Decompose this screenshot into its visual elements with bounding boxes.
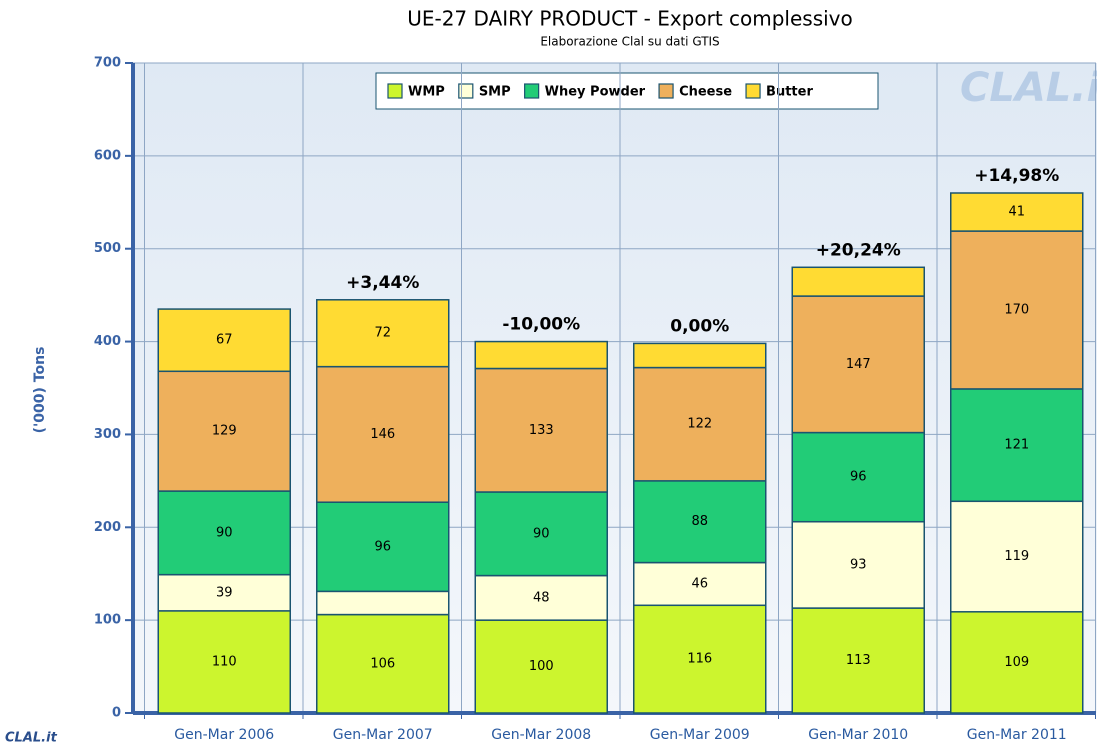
bar-segment (474, 619, 608, 714)
data-label: 133 (529, 423, 554, 438)
data-label: 88 (691, 514, 708, 529)
data-label: 119 (1004, 549, 1029, 564)
bar-segment (633, 480, 767, 564)
y-axis-label: ('000) Tons (32, 347, 48, 434)
legend-label: Whey Powder (545, 85, 646, 100)
legend-label: Butter (766, 85, 813, 100)
bar-segment (474, 491, 608, 577)
data-label: 122 (687, 417, 712, 432)
bar-segment (791, 431, 925, 523)
data-label: 67 (216, 333, 233, 348)
data-label: 90 (533, 526, 550, 541)
bar-segment (633, 604, 767, 714)
growth-label: -10,00% (502, 315, 580, 335)
data-label: 96 (374, 539, 391, 554)
data-label: 100 (529, 659, 554, 674)
data-label: 109 (1004, 655, 1029, 670)
legend-label: SMP (479, 85, 511, 100)
legend-swatch (745, 83, 761, 99)
data-label: 46 (691, 576, 708, 591)
data-label: 113 (846, 653, 871, 668)
bar-segment (157, 490, 291, 576)
x-tick-label: Gen-Mar 2006 (174, 727, 274, 743)
legend-label: Cheese (679, 85, 732, 100)
data-label: 110 (212, 654, 237, 669)
bar-segment (950, 611, 1084, 714)
growth-label: +14,98% (974, 166, 1059, 186)
legend-swatch (524, 83, 540, 99)
y-tick-label: 400 (94, 334, 121, 349)
legend: WMP SMP Whey Powder Cheese Butter (375, 72, 879, 110)
bar-segment (316, 613, 450, 714)
bar-segment (633, 366, 767, 482)
x-tick-label: Gen-Mar 2007 (333, 727, 433, 743)
data-label: 72 (374, 326, 391, 341)
bar-segment (791, 295, 925, 434)
bar-segment (950, 388, 1084, 503)
watermark: CLAL.it (960, 65, 1097, 111)
y-tick-label: 500 (94, 241, 121, 256)
bar-segment (316, 299, 450, 368)
growth-label: 0,00% (670, 316, 729, 336)
bar-segment (474, 367, 608, 493)
legend-label: WMP (408, 85, 445, 100)
data-label: 93 (850, 557, 867, 572)
data-label: 48 (533, 590, 550, 605)
legend-swatch (658, 83, 674, 99)
legend-swatch (387, 83, 403, 99)
data-label: 146 (370, 427, 395, 442)
bar-segment (474, 340, 608, 370)
bar-segment (157, 573, 291, 612)
bar-segment (316, 501, 450, 593)
data-label: 129 (212, 424, 237, 439)
bar-segment (791, 520, 925, 609)
bar-segment (157, 610, 291, 714)
data-label: 96 (850, 470, 867, 485)
y-tick-label: 100 (94, 613, 121, 628)
logo: CLAL.it (5, 731, 58, 746)
data-label: 39 (216, 585, 233, 600)
data-label: 116 (687, 652, 712, 667)
y-tick-label: 700 (94, 56, 121, 71)
bar-segment (474, 574, 608, 621)
bar-segment (950, 192, 1084, 232)
bar-segment (791, 266, 925, 297)
x-tick-label: Gen-Mar 2008 (491, 727, 591, 743)
x-tick-label: Gen-Mar 2009 (650, 727, 750, 743)
y-tick-label: 300 (94, 427, 121, 442)
y-tick-label: 600 (94, 148, 121, 163)
legend-swatch (458, 83, 474, 99)
plot-area (133, 63, 1097, 713)
bar-segment (316, 365, 450, 503)
data-label: 147 (846, 357, 871, 372)
bar-segment (157, 308, 291, 373)
data-label: 106 (370, 656, 395, 671)
bar-segment (633, 561, 767, 607)
data-label: 90 (216, 525, 233, 540)
chart-title: UE-27 DAIRY PRODUCT - Export complessivo (407, 7, 853, 31)
data-label: 121 (1004, 438, 1029, 453)
bar-segment (791, 607, 925, 714)
data-label: 41 (1008, 205, 1025, 220)
bar-segment (316, 590, 450, 616)
growth-label: +3,44% (346, 273, 419, 293)
chart-subtitle: Elaborazione Clal su dati GTIS (540, 35, 719, 49)
x-tick-label: Gen-Mar 2010 (808, 727, 908, 743)
y-tick-label: 0 (112, 706, 121, 721)
y-tick-label: 200 (94, 520, 121, 535)
x-tick-label: Gen-Mar 2011 (967, 727, 1067, 743)
bar-segment (633, 342, 767, 369)
data-label: 170 (1004, 303, 1029, 318)
growth-label: +20,24% (816, 240, 901, 260)
